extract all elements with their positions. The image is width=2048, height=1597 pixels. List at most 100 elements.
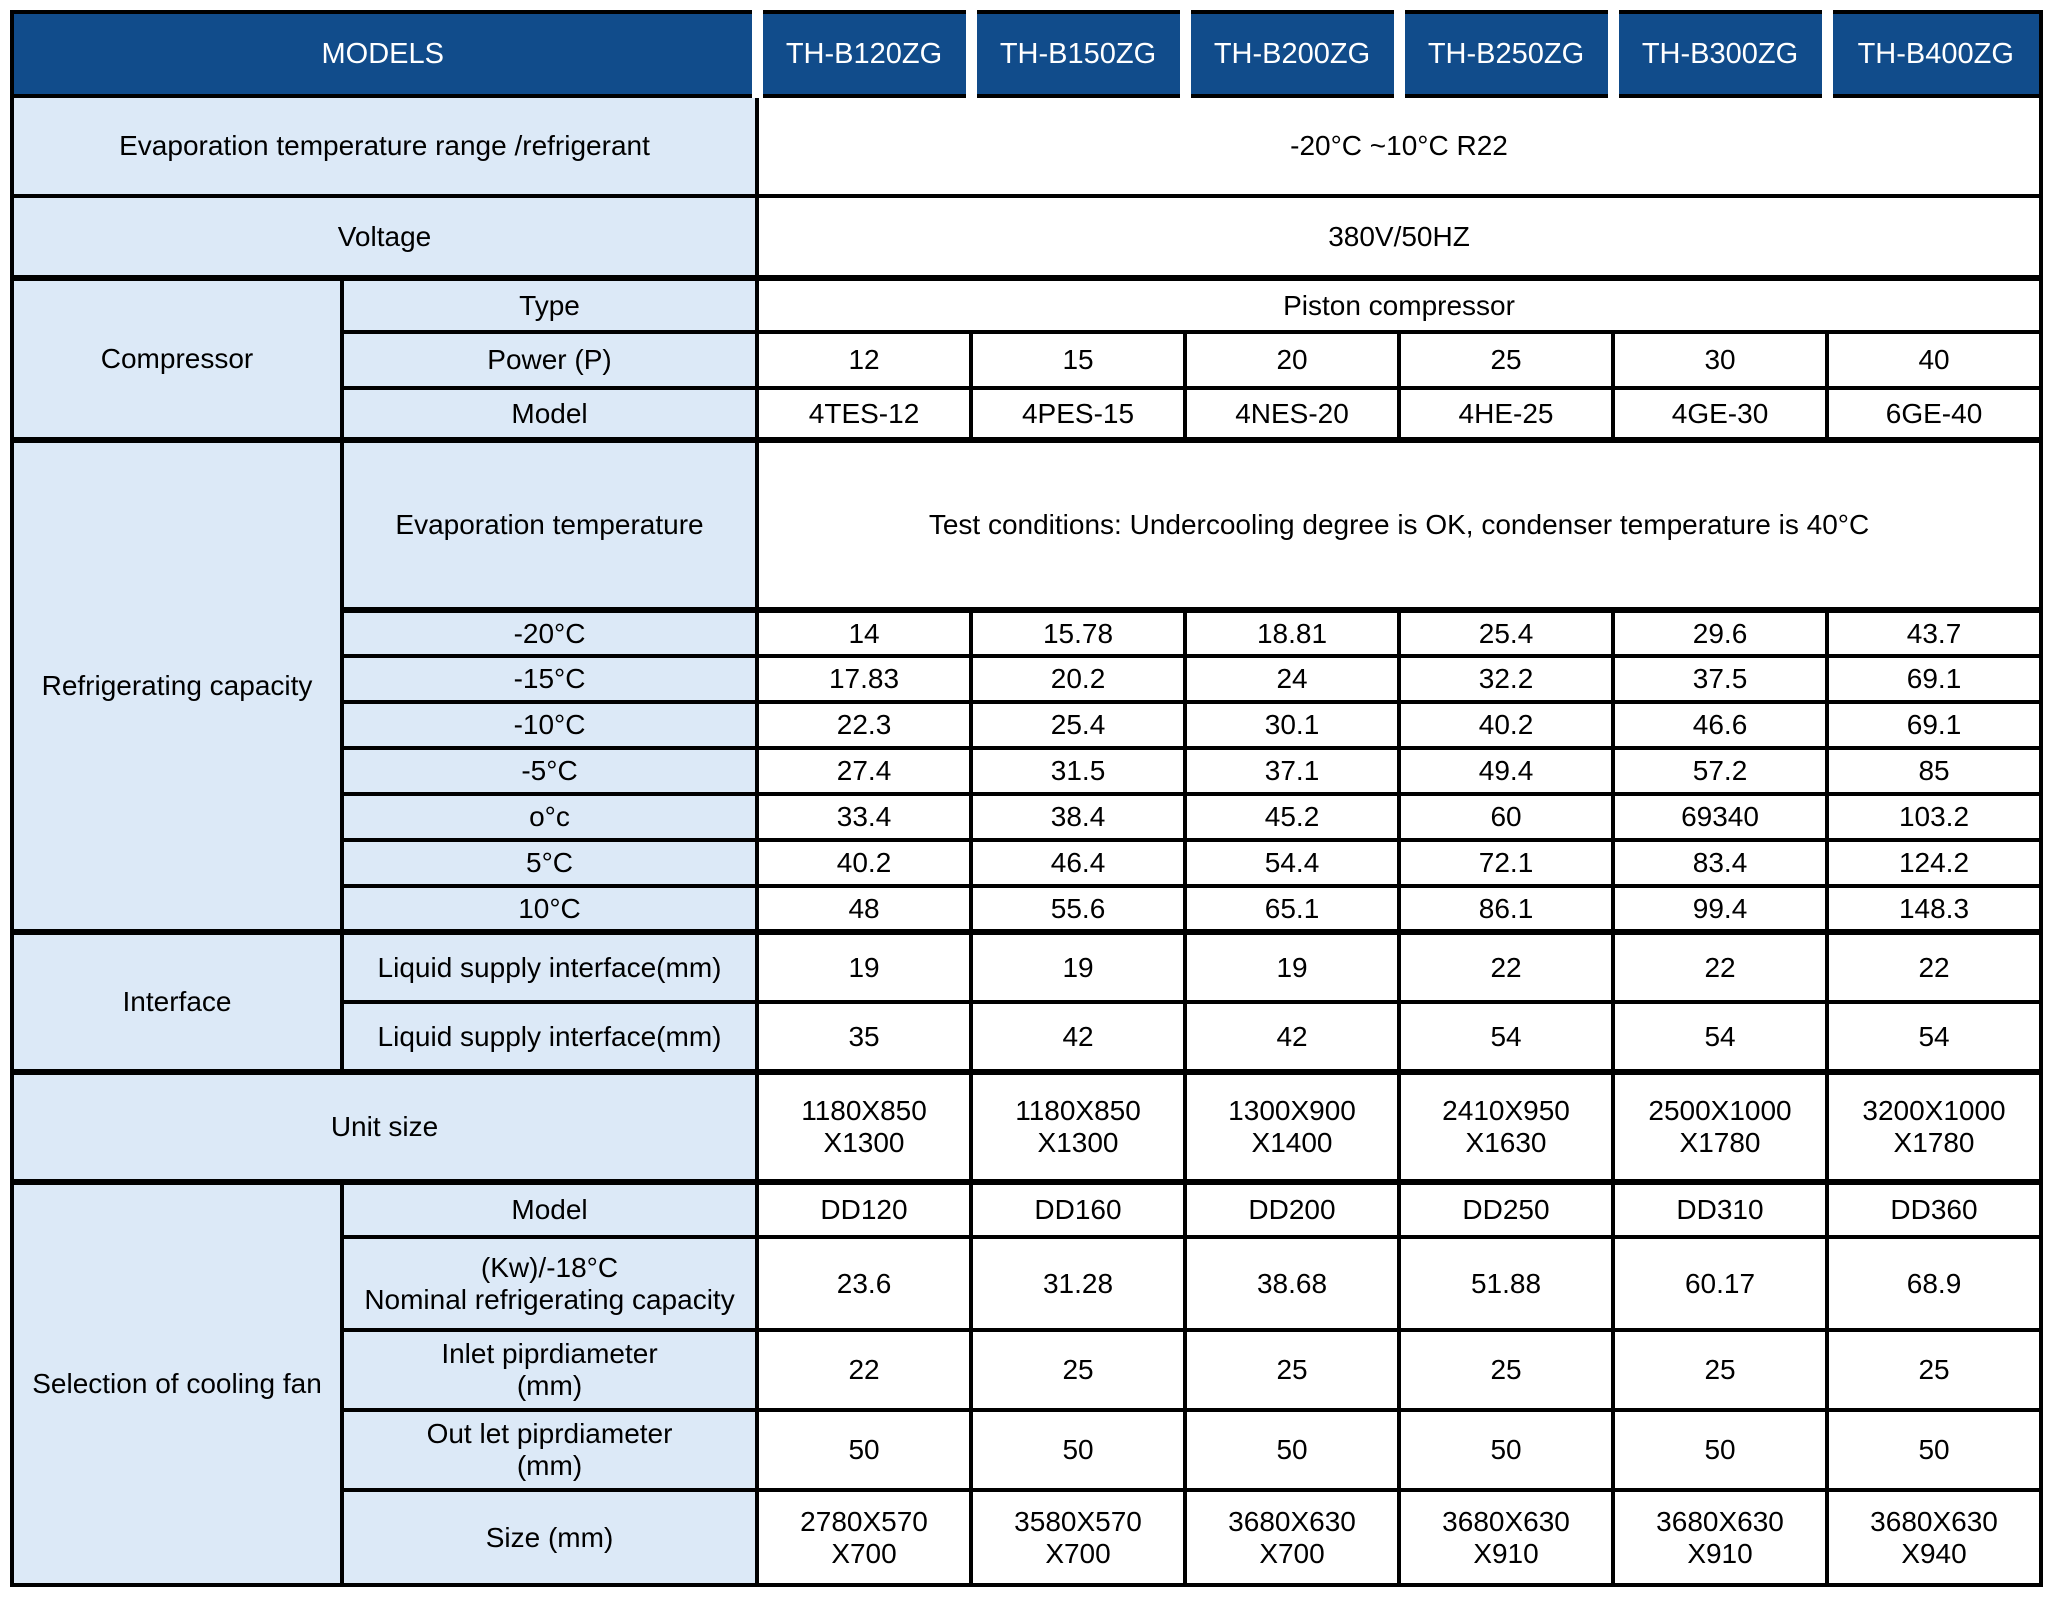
table-cell: 86.1 — [1397, 884, 1616, 934]
label-evap-range: Evaporation temperature range /refrigera… — [9, 94, 760, 198]
table-cell: 46.6 — [1611, 700, 1830, 750]
table-cell: 124.2 — [1825, 838, 2044, 888]
table-cell: 1180X850 X1300 — [755, 1069, 974, 1184]
table-cell: 85 — [1825, 746, 2044, 796]
table-cell: 20 — [1183, 330, 1402, 390]
label-temp-minus5: -5°C — [339, 746, 760, 796]
table-cell: 19 — [969, 929, 1188, 1004]
label-fan-size: Size (mm) — [339, 1488, 760, 1587]
table-cell: 25 — [1183, 1328, 1402, 1412]
table-cell: 50 — [755, 1408, 974, 1492]
capacity-row-0: o°c 33.4 38.4 45.2 60 69340 103.2 — [12, 792, 2044, 842]
table-cell: 35 — [755, 1000, 974, 1074]
table-cell: DD250 — [1397, 1179, 1616, 1239]
table-cell: 19 — [1183, 929, 1402, 1004]
table-cell: 33.4 — [755, 792, 974, 842]
compressor-model-row: Model 4TES-12 4PES-15 4NES-20 4HE-25 4GE… — [12, 386, 2044, 442]
capacity-row-minus5: -5°C 27.4 31.5 37.1 49.4 57.2 85 — [12, 746, 2044, 796]
label-voltage: Voltage — [9, 194, 760, 280]
capacity-testconditions-row: Refrigerating capacity Evaporation tempe… — [10, 437, 2044, 934]
table-cell: 55.6 — [969, 884, 1188, 934]
table-cell: 40.2 — [755, 838, 974, 888]
table-cell: 18.81 — [1183, 607, 1402, 658]
model-header-th-b120zg: TH-B120ZG — [751, 10, 977, 98]
table-cell: DD160 — [969, 1179, 1188, 1239]
table-cell: 23.6 — [755, 1235, 974, 1332]
table-cell: 50 — [1397, 1408, 1616, 1492]
label-compressor-model: Model — [339, 386, 760, 442]
label-compressor-group: Compressor — [10, 275, 344, 442]
table-cell: DD200 — [1183, 1179, 1402, 1239]
table-cell: 51.88 — [1397, 1235, 1616, 1332]
table-cell: 72.1 — [1397, 838, 1616, 888]
label-capacity-group: Refrigerating capacity — [10, 437, 344, 934]
table-cell: 6GE-40 — [1825, 386, 2044, 442]
table-cell: 69.1 — [1825, 700, 2044, 750]
label-fan-nominal-capacity: (Kw)/-18°C Nominal refrigerating capacit… — [339, 1235, 760, 1332]
label-temp-0: o°c — [339, 792, 760, 842]
table-cell: 25 — [1397, 1328, 1616, 1412]
table-cell: 65.1 — [1183, 884, 1402, 934]
table-cell: 40.2 — [1397, 700, 1616, 750]
table-cell: 20.2 — [969, 654, 1188, 704]
capacity-row-10: 10°C 48 55.6 65.1 86.1 99.4 148.3 — [12, 884, 2044, 934]
table-cell: 68.9 — [1825, 1235, 2044, 1332]
table-cell: 22 — [755, 1328, 974, 1412]
table-cell: 50 — [1825, 1408, 2044, 1492]
label-temp-minus20: -20°C — [339, 607, 760, 658]
table-cell: 31.5 — [969, 746, 1188, 796]
table-cell: 19 — [755, 929, 974, 1004]
table-cell: 42 — [1183, 1000, 1402, 1074]
table-cell: 40 — [1825, 330, 2044, 390]
table-cell: 42 — [969, 1000, 1188, 1074]
table-cell: 57.2 — [1611, 746, 1830, 796]
label-fan-outlet: Out let piprdiameter (mm) — [339, 1408, 760, 1492]
table-cell: 60 — [1397, 792, 1616, 842]
fan-model-row: Selection of cooling fan Model DD120 DD1… — [10, 1179, 2044, 1587]
table-cell: 25 — [969, 1328, 1188, 1412]
table-cell: 3680X630 X700 — [1183, 1488, 1402, 1587]
model-header-th-b150zg: TH-B150ZG — [965, 10, 1191, 98]
table-cell: 22 — [1825, 929, 2044, 1004]
table-cell: DD360 — [1825, 1179, 2044, 1239]
label-liquid-supply-1: Liquid supply interface(mm) — [339, 929, 760, 1004]
table-cell: 30.1 — [1183, 700, 1402, 750]
interface-row-1: Interface Liquid supply interface(mm) 19… — [10, 929, 2044, 1074]
table-cell: 69340 — [1611, 792, 1830, 842]
table-cell: 3680X630 X910 — [1397, 1488, 1616, 1587]
model-header-th-b400zg: TH-B400ZG — [1821, 10, 2044, 98]
fan-outlet-row: Out let piprdiameter (mm) 50 50 50 50 50… — [12, 1408, 2044, 1492]
unit-size-row: Unit size 1180X850 X1300 1180X850 X1300 … — [9, 1069, 2044, 1184]
label-unit-size: Unit size — [9, 1069, 760, 1184]
table-cell: 50 — [1611, 1408, 1830, 1492]
table-cell: 49.4 — [1397, 746, 1616, 796]
label-fan-inlet: Inlet piprdiameter (mm) — [339, 1328, 760, 1412]
label-fan-model: Model — [339, 1179, 760, 1239]
label-temp-minus15: -15°C — [339, 654, 760, 704]
compressor-type-value: Piston compressor — [755, 275, 2044, 334]
label-temp-10: 10°C — [339, 884, 760, 934]
model-header-th-b250zg: TH-B250ZG — [1393, 10, 1619, 98]
table-cell: 15.78 — [969, 607, 1188, 658]
label-liquid-supply-2: Liquid supply interface(mm) — [339, 1000, 760, 1074]
table-cell: 4PES-15 — [969, 386, 1188, 442]
table-cell: 3580X570 X700 — [969, 1488, 1188, 1587]
table-cell: 25 — [1825, 1328, 2044, 1412]
table-cell: 22.3 — [755, 700, 974, 750]
label-compressor-power: Power (P) — [339, 330, 760, 390]
capacity-row-minus20: -20°C 14 15.78 18.81 25.4 29.6 43.7 — [12, 607, 2044, 658]
compressor-type-row: Compressor Type Piston compressor — [10, 275, 2044, 442]
table-cell: 30 — [1611, 330, 1830, 390]
table-cell: 17.83 — [755, 654, 974, 704]
table-cell: 48 — [755, 884, 974, 934]
evap-range-row: Evaporation temperature range /refrigera… — [9, 94, 2044, 198]
table-cell: 148.3 — [1825, 884, 2044, 934]
table-cell: 31.28 — [969, 1235, 1188, 1332]
table-cell: 38.4 — [969, 792, 1188, 842]
table-cell: 54.4 — [1183, 838, 1402, 888]
table-cell: 99.4 — [1611, 884, 1830, 934]
label-cooling-fan-group: Selection of cooling fan — [10, 1179, 344, 1587]
table-cell: 25.4 — [969, 700, 1188, 750]
interface-row-2: Liquid supply interface(mm) 35 42 42 54 … — [12, 1000, 2044, 1074]
voltage-value: 380V/50HZ — [755, 194, 2044, 280]
